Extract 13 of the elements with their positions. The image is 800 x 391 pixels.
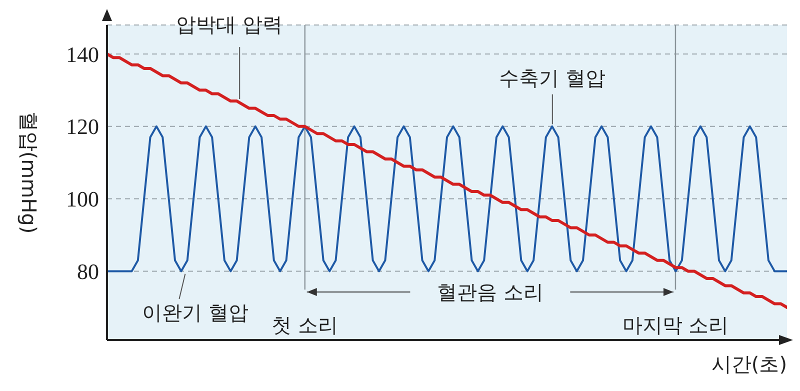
line-series — [107, 125, 787, 272]
y-axis-title: 혈압(mmHg) — [17, 111, 41, 234]
y-tick-label: 140 — [66, 42, 99, 67]
annotation: 혈관음 소리 — [437, 280, 544, 304]
annotation: 첫 소리 — [272, 313, 338, 337]
x-axis-title: 시간(초) — [711, 352, 787, 376]
y-tick-label: 80 — [77, 259, 99, 284]
annotation: 이완기 혈압 — [142, 300, 249, 325]
y-tick-label: 100 — [66, 186, 99, 212]
y-tick-label: 120 — [66, 114, 99, 140]
annotation: 마지막 소리 — [622, 313, 729, 337]
annotation: 수축기 혈압 — [499, 66, 606, 90]
annotation: 압박대 압력 — [176, 12, 283, 36]
